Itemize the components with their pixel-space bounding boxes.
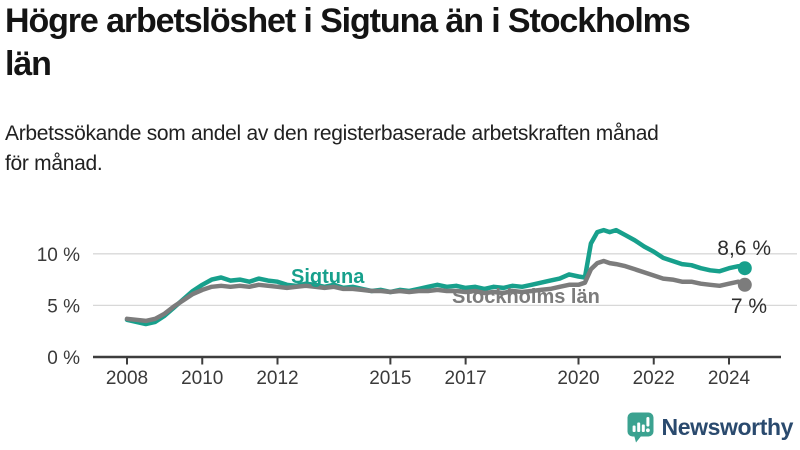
page-title: Högre arbetslöshet i Sigtuna än i Stockh… [5, 0, 783, 85]
series-line-stockholms-län [124, 258, 748, 324]
chart-subtitle: Arbetssökande som andel av den registerb… [5, 119, 775, 179]
y-axis-label: 10 % [37, 245, 80, 266]
x-axis-label: 2022 [633, 368, 675, 389]
x-axis-label: 2010 [181, 368, 223, 389]
x-axis-label: 2024 [708, 368, 751, 389]
x-axis-label: 2020 [557, 368, 599, 389]
end-value-label: 7 % [731, 295, 767, 318]
page-title-line-2: län [5, 44, 52, 83]
series-end-dot [737, 277, 752, 292]
page-title-line-1: Högre arbetslöshet i Sigtuna än i Stockh… [5, 2, 691, 40]
series-line-sigtuna [124, 227, 748, 327]
series-label: Sigtuna [291, 266, 365, 288]
newsworthy-logo-icon [627, 412, 654, 443]
end-value-label: 8,6 % [717, 237, 771, 260]
x-axis-label: 2012 [256, 368, 298, 389]
x-axis-label: 2015 [369, 368, 411, 389]
x-axis-label: 2008 [106, 368, 148, 389]
newsworthy-wordmark: Newsworthy [661, 414, 794, 440]
y-axis-label: 5 % [47, 296, 80, 317]
chart-subtitle-line-1: Arbetssökande som andel av den registerb… [5, 122, 659, 145]
y-axis-label: 0 % [47, 348, 80, 369]
chart-subtitle-line-2: för månad. [5, 151, 103, 175]
newsworthy-brand[interactable]: Newsworthy [627, 412, 793, 443]
series-label: Stockholms län [452, 286, 600, 308]
series-end-dot [737, 261, 752, 276]
x-axis-label: 2017 [444, 368, 486, 389]
